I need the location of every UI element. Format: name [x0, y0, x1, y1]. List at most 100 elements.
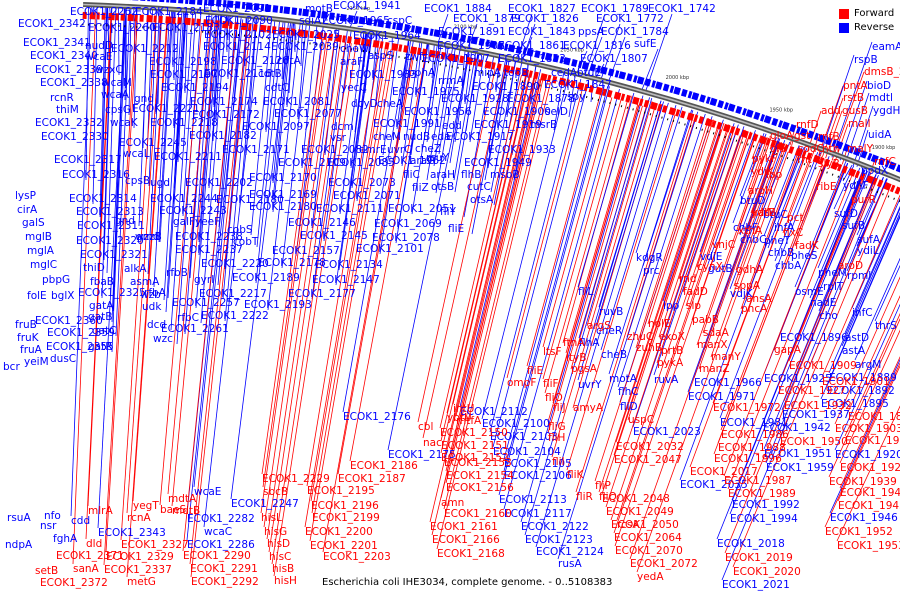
- reverse-feature-label: alkA: [124, 263, 147, 275]
- forward-feature-label: rnd: [679, 273, 696, 285]
- reverse-feature-label: ECOK1_1889: [829, 372, 897, 384]
- reverse-feature-connector: [267, 19, 301, 311]
- reverse-feature-label: ECOK1_2320: [76, 235, 144, 247]
- forward-feature-label: pykA: [657, 357, 684, 369]
- reverse-feature-label: vsr: [330, 132, 347, 144]
- forward-feature-label: prtB: [661, 345, 683, 357]
- forward-feature-connector: [836, 405, 900, 542]
- reverse-feature-label: ECOK1_2282: [187, 513, 255, 525]
- forward-feature-connector: [696, 129, 744, 268]
- reverse-feature-label: cutC: [467, 181, 491, 193]
- forward-feature-label: ECOK1_2372: [40, 577, 108, 589]
- forward-feature-connector: [733, 143, 786, 287]
- reverse-feature-connector: [272, 18, 293, 213]
- reverse-feature-label: ECOK1_2077: [274, 108, 342, 120]
- reverse-feature-label: dusC: [50, 353, 76, 365]
- forward-feature-label: fadD: [683, 286, 708, 298]
- reverse-feature-connector: [732, 133, 767, 224]
- reverse-feature-label: ECOK1_2198: [149, 56, 217, 68]
- forward-feature-connector: [310, 48, 388, 502]
- reverse-feature-connector: [265, 16, 276, 133]
- forward-feature-label: gusB: [842, 105, 868, 117]
- reverse-feature-label: rcnR: [50, 92, 74, 104]
- reverse-feature-connector: [826, 216, 900, 387]
- scale-label: 2100 kbp: [454, 24, 478, 30]
- reverse-feature-label: motB: [305, 3, 333, 15]
- reverse-feature-label: flhA: [579, 337, 600, 349]
- forward-feature-connector: [601, 129, 722, 495]
- reverse-feature-connector: [438, 44, 457, 155]
- reverse-feature-label: araG: [410, 155, 435, 167]
- reverse-feature-connector: [461, 46, 466, 87]
- reverse-feature-label: mglC: [30, 259, 57, 271]
- reverse-feature-label: bcr: [3, 361, 20, 373]
- reverse-feature-connector: [70, 8, 92, 517]
- reverse-feature-label: chbB: [768, 247, 794, 259]
- reverse-feature-label: ECOK1_2194: [161, 82, 229, 94]
- reverse-feature-connector: [503, 84, 605, 460]
- reverse-feature-label: gatB: [88, 311, 112, 323]
- reverse-feature-label: folE: [27, 290, 47, 302]
- forward-feature-connector: [723, 171, 844, 477]
- reverse-feature-connector: [492, 80, 589, 448]
- forward-feature-connector: [268, 42, 346, 553]
- forward-feature-connector: [440, 76, 527, 442]
- reverse-feature-label: ECOK1_2341: [23, 37, 91, 49]
- reverse-feature-label: ruvB: [599, 306, 623, 318]
- reverse-feature-label: otsA: [470, 194, 494, 206]
- reverse-feature-label: cspC: [387, 15, 412, 27]
- reverse-feature-label: thrS: [875, 320, 897, 332]
- reverse-feature-connector: [490, 57, 517, 193]
- forward-feature-label: hisD: [267, 538, 290, 550]
- reverse-feature-connector: [617, 113, 706, 388]
- reverse-feature-label: nudD: [85, 40, 113, 52]
- reverse-feature-label: wzc: [153, 333, 173, 345]
- reverse-feature-connector: [97, 10, 127, 529]
- reverse-feature-connector: [535, 102, 669, 548]
- reverse-feature-label: thiM: [56, 104, 79, 116]
- reverse-feature-label: ECOK1_2183: [152, 22, 220, 34]
- reverse-feature-label: ECOK1_2177: [288, 288, 356, 300]
- forward-feature-connector: [260, 39, 329, 514]
- forward-feature-label: ECOK1_2168: [437, 548, 505, 560]
- reverse-feature-connector: [195, 11, 220, 309]
- reverse-feature-label: lysP: [15, 190, 36, 202]
- forward-feature-connector: [105, 20, 138, 553]
- reverse-feature-label: wcaC: [204, 526, 232, 538]
- reverse-feature-label: cobT: [233, 236, 259, 248]
- reverse-feature-connector: [99, 3, 108, 247]
- forward-feature-label: pykF: [752, 153, 777, 165]
- forward-feature-label: rnfD: [796, 119, 819, 131]
- reverse-feature-connector: [382, 34, 400, 156]
- forward-feature-label: ansA: [746, 293, 773, 305]
- reverse-feature-label: ECOK1_2222: [201, 310, 269, 322]
- reverse-feature-connector: [99, 3, 106, 218]
- forward-feature-label: purR: [851, 194, 876, 206]
- forward-feature-connector: [779, 187, 884, 438]
- forward-feature-label: ECOK1_2070: [615, 545, 683, 557]
- legend-forward: Forward: [839, 7, 894, 21]
- reverse-feature-connector: [438, 13, 449, 42]
- reverse-feature-label: ECOK1_2116: [204, 68, 272, 80]
- reverse-feature-label: rsuY: [426, 152, 449, 164]
- forward-feature-label: ECOK1_2200: [305, 526, 373, 538]
- forward-feature-label: rcsA: [617, 519, 640, 531]
- forward-feature-label: sanA: [73, 563, 100, 575]
- forward-feature-connector: [783, 183, 874, 402]
- reverse-feature-connector: [196, 10, 213, 228]
- forward-feature-label: ltyB: [566, 352, 586, 364]
- forward-feature-label: pntA: [843, 80, 868, 92]
- reverse-feature-connector: [379, 37, 415, 255]
- reverse-feature-label: ECOK1_2243: [159, 205, 227, 217]
- forward-feature-label: ECOK1_2187: [338, 473, 406, 485]
- forward-feature-connector: [542, 99, 622, 380]
- reverse-feature-label: ECOK1_2217: [199, 288, 267, 300]
- reverse-feature-label: ECOK1_2325: [78, 287, 146, 299]
- reverse-feature-label: ECOK1_2178: [258, 257, 326, 269]
- reverse-feature-label: fghA: [53, 533, 78, 545]
- reverse-feature-label: ndpA: [5, 539, 33, 551]
- reverse-feature-label: ECOK1_1878: [507, 93, 575, 105]
- forward-feature-connector: [262, 39, 327, 488]
- reverse-feature-label: ECOK1_2169: [249, 189, 317, 201]
- forward-feature-label: fliK: [567, 469, 585, 481]
